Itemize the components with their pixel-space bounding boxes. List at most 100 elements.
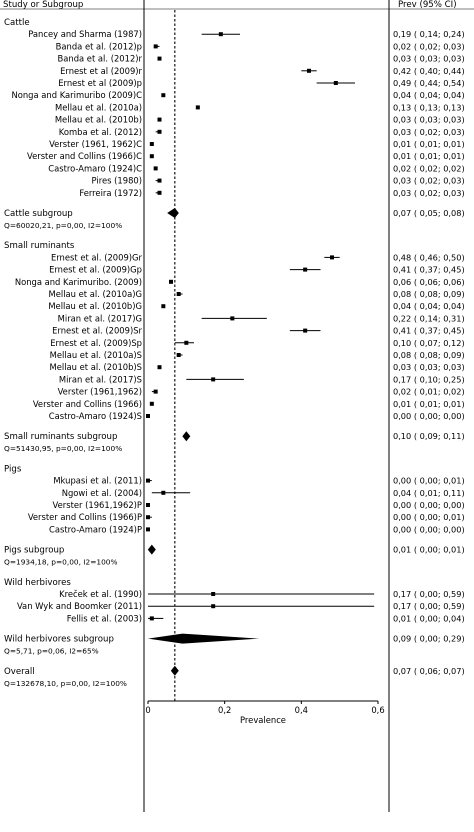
overall-label: Overall: [4, 667, 35, 677]
summary-text: 0,07 ( 0,05; 0,08): [393, 208, 465, 218]
point-estimate: [176, 353, 181, 357]
subgroup-label: Pigs subgroup: [4, 546, 64, 556]
group-label: Pigs: [4, 464, 22, 474]
x-axis-title: Prevalence: [240, 715, 286, 725]
point-estimate: [153, 166, 158, 171]
study-label: Komba et al. (2012): [59, 127, 142, 137]
x-tick-label: 0: [145, 705, 150, 715]
estimate-text: 0,06 ( 0,06; 0,06): [393, 277, 465, 287]
estimate-text: 0,00 ( 0,00; 0,01): [393, 476, 465, 486]
estimate-text: 0,49 ( 0,44; 0,54): [393, 78, 465, 88]
study-label: Verster and Collins (1966)P: [28, 512, 142, 522]
study-label: Mellau et al. (2010a)S: [50, 350, 142, 360]
estimate-text: 0,08 ( 0,08; 0,09): [393, 289, 465, 299]
study-label: Verster and Collins (1966): [33, 399, 142, 409]
point-estimate: [211, 604, 216, 609]
estimate-text: 0,03 ( 0,02; 0,03): [393, 127, 465, 137]
study-label: Verster (1961,1962)P: [53, 500, 142, 510]
summary-text: 0,01 ( 0,00; 0,01): [393, 545, 465, 555]
x-axis: 0 0,2 0,4 0,6: [145, 700, 385, 715]
study-label: Pires (1980): [92, 176, 142, 186]
study-label: Miran et al. (2017)S: [59, 374, 142, 384]
study-label: Pancey and Sharma (1987): [28, 29, 142, 39]
point-estimate: [149, 616, 154, 621]
study-label: Castro-Amaro (1924)S: [49, 411, 142, 421]
point-estimate: [146, 503, 150, 507]
point-estimate: [218, 32, 223, 37]
study-label: Verster (1961,1962): [58, 387, 142, 397]
study-label: Banda et al. (2012)r: [58, 54, 143, 64]
point-estimate: [149, 154, 154, 159]
right-header: Prev (95% CI): [398, 0, 457, 10]
point-estimate: [161, 93, 166, 98]
left-header: Study or Subgroup: [3, 0, 83, 10]
point-estimate: [161, 490, 166, 495]
subgroup-label: Cattle subgroup: [4, 209, 73, 219]
point-estimate: [330, 255, 334, 260]
estimate-text: 0,02 ( 0,02; 0,03): [393, 41, 465, 51]
estimate-text: 0,00 ( 0,00; 0,00): [393, 411, 465, 421]
estimate-text: 0,41 ( 0,37; 0,45): [393, 326, 465, 336]
estimate-text: 0,19 ( 0,14; 0,24): [393, 29, 465, 39]
point-estimate: [333, 81, 338, 85]
point-estimate: [184, 340, 189, 345]
group-label: Small ruminants: [4, 241, 75, 251]
study-label: Ferreira (1972): [79, 188, 142, 198]
point-estimate: [157, 190, 162, 195]
point-estimate: [149, 142, 154, 146]
heterogeneity-text: Q=5,71, p=0,06, I2=65%: [4, 647, 99, 656]
point-estimate: [157, 56, 162, 61]
study-label: Mellau et al. (2010a)G: [49, 289, 143, 299]
point-estimate: [157, 117, 162, 122]
estimate-text: 0,17 ( 0,00; 0,59): [393, 601, 465, 611]
study-label: Ernest et al. (2009)Gp: [49, 265, 142, 275]
estimate-text: 0,03 ( 0,03; 0,03): [393, 362, 465, 372]
estimate-text: 0,01 ( 0,00; 0,04): [393, 613, 465, 623]
estimate-text: 0,02 ( 0,02; 0,02): [393, 163, 465, 173]
summary-diamond: [147, 544, 156, 555]
study-label: Mellau et al. (2010b): [55, 115, 142, 125]
point-estimate: [230, 316, 235, 321]
point-estimate: [211, 377, 216, 382]
study-label: Nonga and Karimuribo. (2009): [15, 277, 142, 287]
x-tick-label: 0,4: [295, 705, 308, 715]
study-label: Mellau et al. (2010b)G: [48, 301, 142, 311]
estimate-text: 0,03 ( 0,03; 0,03): [393, 115, 465, 125]
estimate-text: 0,02 ( 0,01; 0,02): [393, 387, 465, 397]
heterogeneity-text: Q=51430,95, p=0,00, I2=100%: [4, 444, 122, 453]
point-estimate: [146, 414, 150, 418]
point-estimate: [146, 478, 150, 483]
estimate-text: 0,01 ( 0,01; 0,01): [393, 399, 465, 409]
point-estimate: [176, 292, 181, 296]
study-label: Verster (1961, 1962)C: [49, 139, 142, 149]
estimate-text: 0,03 ( 0,02; 0,03): [393, 188, 465, 198]
point-estimate: [157, 365, 162, 370]
group-label: Cattle: [4, 18, 30, 28]
study-label: Banda et al. (2012)p: [56, 41, 142, 51]
estimate-text: 0,42 ( 0,40; 0,44): [393, 66, 465, 76]
x-tick-label: 0,6: [371, 705, 384, 715]
study-label: Nonga and Karimuribo (2009)C: [11, 90, 142, 100]
point-estimate: [146, 527, 150, 532]
point-estimate: [157, 178, 162, 183]
study-label: Castro-Amaro (1924)P: [49, 524, 142, 534]
study-label: Ernest et al. (2009)Sr: [52, 326, 142, 336]
study-label: Mellau et al. (2010b)S: [50, 362, 143, 372]
point-estimate: [303, 328, 308, 333]
estimate-text: 0,41 ( 0,37; 0,45): [393, 265, 465, 275]
point-estimate: [161, 304, 166, 309]
heterogeneity-text: Q=132678,10, p=0,00, I2=100%: [4, 679, 127, 688]
estimate-text: 0,00 ( 0,00; 0,00): [393, 500, 465, 510]
study-label: Mkupasi et al. (2011): [53, 476, 142, 486]
point-estimate: [153, 44, 158, 49]
x-tick-label: 0,2: [218, 705, 231, 715]
summary-text: 0,07 ( 0,06; 0,07): [393, 666, 465, 676]
study-label: Mellau et al. (2010a): [55, 102, 142, 112]
study-label: Van Wyk and Boomker (2011): [17, 601, 142, 611]
estimate-text: 0,48 ( 0,46; 0,50): [393, 252, 465, 262]
summary-text: 0,10 ( 0,09; 0,11): [393, 431, 465, 441]
point-estimate: [149, 401, 154, 406]
point-estimate: [211, 592, 216, 596]
point-estimate: [157, 129, 162, 134]
